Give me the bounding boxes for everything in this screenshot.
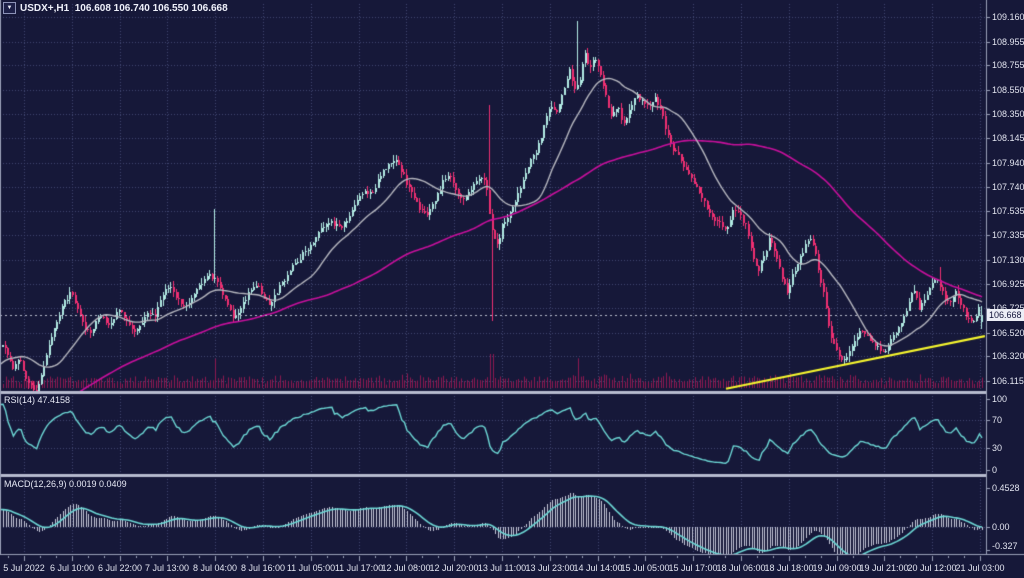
macd-tick-label: 0.00 [992, 522, 1010, 532]
price-tick-label: 108.350 [992, 109, 1024, 119]
time-tick-label: 18 Jul 06:00 [716, 563, 766, 573]
time-tick-label: 11 Jul 05:00 [286, 563, 336, 573]
time-tick-label: 19 Jul 21:00 [859, 563, 909, 573]
price-tick-label: 106.320 [992, 351, 1024, 361]
price-tick-label: 107.130 [992, 255, 1024, 265]
price-axis[interactable]: 109.160 108.955 108.755 108.550 108.350 108.1… [0, 0, 1024, 556]
price-tick-label: 106.520 [992, 328, 1024, 338]
time-tick-label: 15 Jul 17:00 [668, 563, 718, 573]
rsi-tick-label: 100 [992, 394, 1008, 404]
time-tick-label: 12 Jul 20:00 [429, 563, 479, 573]
time-tick-label: 13 Jul 11:00 [477, 563, 527, 573]
macd-indicator-label: MACD(12,26,9) 0.0019 0.0409 [4, 479, 127, 489]
time-tick-label: 11 Jul 17:00 [334, 563, 384, 573]
rsi-tick-label: 0 [992, 465, 998, 475]
rsi-indicator-label: RSI(14) 47.4158 [4, 395, 71, 405]
price-tick-label: 107.335 [992, 230, 1024, 240]
time-tick-label: 5 Jul 2022 [3, 563, 45, 573]
time-axis[interactable]: 5 Jul 2022 6 Jul 10:00 6 Jul 22:00 7 Jul 13… [0, 556, 1024, 578]
price-tick-label: 108.755 [992, 60, 1024, 70]
price-tick-label: 108.550 [992, 85, 1024, 95]
time-tick-label: 8 Jul 04:00 [192, 563, 238, 573]
time-tick-label: 20 Jul 12:00 [907, 563, 957, 573]
time-tick-label: 6 Jul 22:00 [97, 563, 143, 573]
price-tick-label: 107.535 [992, 206, 1024, 216]
price-tick-label: 106.925 [992, 279, 1024, 289]
time-tick-label: 6 Jul 10:00 [49, 563, 95, 573]
time-tick-label: 19 Jul 09:00 [812, 563, 862, 573]
price-tick-label: 109.160 [992, 12, 1024, 22]
time-tick-label: 18 Jul 18:00 [764, 563, 814, 573]
symbol-header: ▼ USDX+,H1 106.608 106.740 106.550 106.6… [3, 2, 228, 14]
time-tick-label: 21 Jul 03:00 [955, 563, 1005, 573]
current-price-tag: 106.668 [987, 309, 1024, 321]
symbol-expander-icon[interactable]: ▼ [3, 2, 16, 14]
time-tick-label: 7 Jul 13:00 [144, 563, 190, 573]
price-tick-label: 106.115 [992, 376, 1024, 386]
rsi-tick-label: 70 [992, 415, 1003, 425]
macd-tick-label: 0.4528 [992, 483, 1020, 493]
time-tick-label: 14 Jul 14:00 [573, 563, 623, 573]
macd-tick-label: -0.327 [992, 541, 1018, 551]
time-tick-label: 15 Jul 05:00 [620, 563, 670, 573]
price-tick-label: 107.940 [992, 158, 1024, 168]
time-tick-label: 13 Jul 23:00 [525, 563, 575, 573]
symbol-ohlc-readout: USDX+,H1 106.608 106.740 106.550 106.668 [20, 2, 228, 14]
price-tick-label: 106.725 [992, 303, 1024, 313]
price-tick-label: 108.145 [992, 133, 1024, 143]
rsi-tick-label: 30 [992, 443, 1003, 453]
price-tick-label: 108.955 [992, 37, 1024, 47]
time-tick-label: 12 Jul 08:00 [381, 563, 431, 573]
price-tick-label: 107.740 [992, 182, 1024, 192]
time-tick-label: 8 Jul 16:00 [240, 563, 286, 573]
